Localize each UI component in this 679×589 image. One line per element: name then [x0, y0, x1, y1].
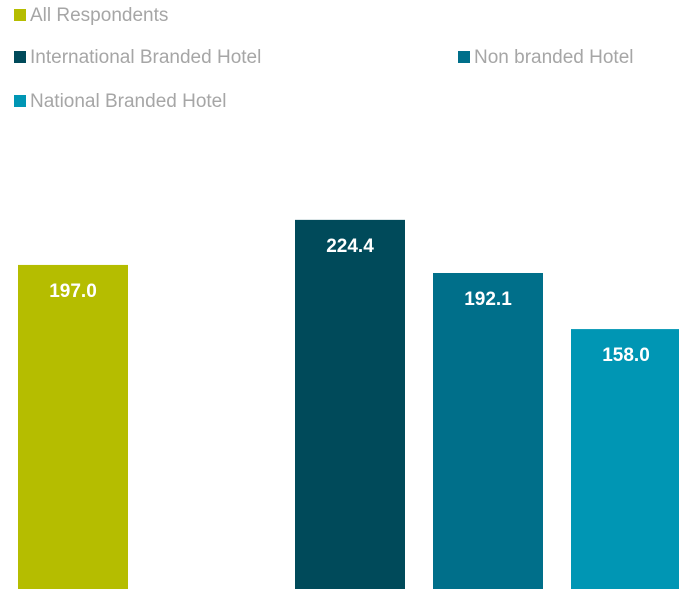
legend-label: All Respondents [30, 5, 168, 26]
bar [295, 219, 405, 589]
value-label: 197.0 [49, 281, 97, 302]
bar [18, 264, 128, 589]
legend-label: Non branded Hotel [474, 47, 634, 68]
bar [571, 329, 679, 589]
legend-label: National Branded Hotel [30, 91, 226, 112]
value-label: 224.4 [326, 236, 374, 257]
legend-swatch [14, 51, 26, 63]
value-label: 158.0 [602, 345, 650, 366]
legend-swatch [14, 95, 26, 107]
legend-label: International Branded Hotel [30, 47, 261, 68]
bar [433, 272, 543, 589]
legend-swatch [14, 9, 26, 21]
legend-swatch [458, 51, 470, 63]
value-label: 192.1 [464, 289, 512, 310]
